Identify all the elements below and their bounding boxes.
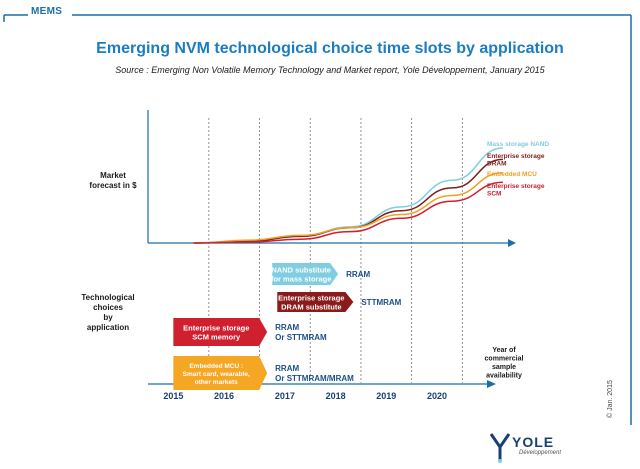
timeline-arrow-0 — [272, 263, 339, 285]
x-axis-note-line: sample — [492, 364, 516, 371]
section-label: MEMS — [31, 6, 63, 17]
legend-label-3-line: SCM — [487, 191, 501, 198]
timeline-arrow-2 — [173, 318, 268, 346]
x-axis-forecast-arrow — [508, 239, 516, 247]
row-label-line: application — [87, 323, 129, 332]
timeline-arrow-label-3-line: Embedded MCU : — [189, 363, 243, 370]
chart-title: Emerging NVM technological choice time s… — [96, 40, 564, 57]
row-label-line: Technological — [81, 293, 134, 302]
x-axis-note-line: availability — [486, 373, 522, 380]
legend-label-2: Embedded MCU — [487, 171, 537, 178]
x-tick-label-2: 2017 — [275, 391, 295, 401]
timeline-arrow-label-1: Enterprise storage DRAM substitute — [278, 294, 344, 312]
y-axis-label-line: forecast in $ — [89, 181, 137, 190]
legend-label-1-line: Enterprise storage — [487, 153, 545, 160]
timeline-arrow-1 — [277, 292, 354, 312]
timeline-tech-2-line: Or STTMRAM — [275, 333, 327, 342]
row-label: Technological choices by application — [81, 293, 134, 332]
row-label-line: choices — [93, 303, 123, 312]
legend-label-0-line: Mass storage NAND — [487, 141, 549, 148]
timeline-arrow-label-3-line: Smart card, wearable, — [183, 371, 250, 378]
x-tick-label-4: 2019 — [376, 391, 396, 401]
timeline-arrow-3 — [173, 356, 268, 390]
yole-logo-name: YOLE — [512, 434, 555, 450]
timeline-tech-0-line: RRAM — [346, 270, 370, 279]
timeline-arrow-label-1-line: Enterprise storage — [278, 294, 344, 303]
legend-label-0: Mass storage NAND — [487, 141, 549, 148]
timeline-arrow-label-0-line: NAND substitute — [271, 266, 331, 275]
timeline-tech-3: RRAM Or STTMRAM/MRAM — [275, 364, 354, 383]
x-tick-label-3: 2018 — [326, 391, 346, 401]
legend-label-3: Enterprise storage SCM — [487, 183, 545, 198]
y-axis-label: Market forecast in $ — [89, 171, 137, 190]
x-axis-note-line: commercial — [485, 356, 524, 363]
legend-label-1-line: DRAM — [487, 161, 507, 168]
timeline-arrow-label-2: Enterprise storage SCM memory — [183, 324, 249, 342]
yole-logo-subtitle: Développement — [519, 450, 562, 456]
y-axis-label-line: Market — [100, 171, 126, 180]
x-axis-note-line: Year of — [492, 347, 516, 354]
copyright-credit: © Jan. 2015 — [607, 380, 614, 418]
timeline-arrow-label-0: NAND substitute for mass storage — [271, 266, 331, 284]
x-tick-label-5: 2020 — [427, 391, 447, 401]
series-line-3 — [193, 181, 503, 244]
chart-source: Source : Emerging Non Volatile Memory Te… — [115, 65, 545, 75]
timeline-tech-2: RRAM Or STTMRAM — [275, 323, 327, 342]
timeline-arrow-label-3-line: other markets — [195, 379, 238, 386]
yole-logo-icon — [489, 433, 511, 463]
legend-label-3-line: Enterprise storage — [487, 183, 545, 190]
timeline-arrow-label-2-line: SCM memory — [192, 333, 241, 342]
timeline-arrow-label-0-line: for mass storage — [271, 275, 331, 284]
row-label-line: by — [103, 313, 113, 322]
legend-label-2-line: Embedded MCU — [487, 171, 537, 178]
legend-label-1: Enterprise storage DRAM — [487, 153, 545, 168]
x-tick-label-0: 2015 — [163, 391, 183, 401]
x-axis-note: Year of commercial sample availability — [485, 347, 524, 380]
x-tick-label-1: 2016 — [214, 391, 234, 401]
timeline-tech-0: RRAM — [346, 270, 370, 279]
timeline-tech-1: STTMRAM — [361, 298, 401, 307]
series-line-2 — [193, 171, 503, 244]
timeline-arrow-label-3: Embedded MCU : Smart card, wearable, other… — [183, 363, 250, 386]
timeline-tech-3-line: RRAM — [275, 364, 299, 373]
timeline-arrow-label-1-line: DRAM substitute — [281, 303, 341, 312]
timeline-arrow-label-2-line: Enterprise storage — [183, 324, 249, 333]
timeline-tech-3-line: Or STTMRAM/MRAM — [275, 374, 354, 383]
x-axis-years-arrow — [487, 380, 496, 388]
timeline-tech-2-line: RRAM — [275, 323, 299, 332]
timeline-tech-1-line: STTMRAM — [361, 298, 401, 307]
